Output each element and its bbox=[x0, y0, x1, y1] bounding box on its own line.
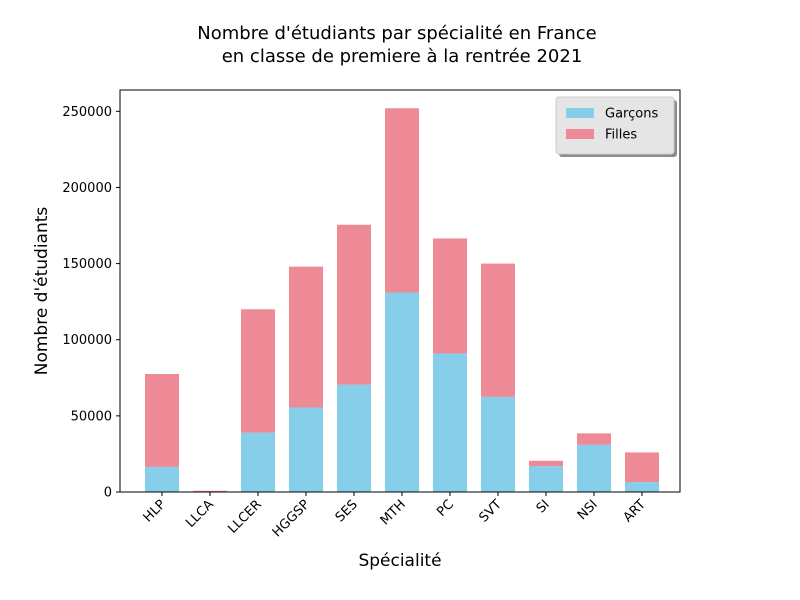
bar-filles-llca bbox=[193, 490, 227, 492]
bar-filles-svt bbox=[481, 263, 515, 397]
y-tick-label: 200000 bbox=[62, 181, 112, 196]
y-tick-label: 50000 bbox=[71, 409, 112, 424]
bar-filles-si bbox=[529, 460, 563, 467]
legend: Garçons Filles bbox=[555, 96, 677, 157]
x-tick-label-mth: MTH bbox=[378, 497, 409, 528]
plot-frame bbox=[119, 89, 681, 493]
bar-filles-mth bbox=[385, 108, 419, 293]
x-tick-label-svt: SVT bbox=[476, 497, 504, 525]
x-axis: HLP LLCA LLCER HGGSP SES MTH PC SVT SI NSI ART bbox=[141, 492, 649, 540]
bar-filles-pc bbox=[433, 238, 467, 354]
bar-filles-hlp bbox=[145, 373, 179, 467]
plot-area bbox=[145, 108, 659, 492]
y-tick-label: 100000 bbox=[62, 333, 112, 348]
chart-title-line1: Nombre d'étudiants par spécialité en Fra… bbox=[197, 23, 596, 44]
x-tick-label-hggsp: HGGSP bbox=[270, 497, 313, 540]
x-tick-label-pc: PC bbox=[434, 497, 457, 520]
x-axis-label: Spécialité bbox=[358, 551, 441, 571]
bar-filles-nsi bbox=[577, 433, 611, 445]
bar-garcons-art bbox=[625, 482, 659, 492]
bar-filles-art bbox=[625, 452, 659, 483]
legend-swatch bbox=[566, 108, 594, 118]
x-tick-label-art: ART bbox=[621, 497, 649, 525]
bar-garcons-llcer bbox=[241, 432, 275, 492]
x-tick-label-llcer: LLCER bbox=[225, 497, 264, 536]
bar-filles-hggsp bbox=[289, 266, 323, 408]
x-tick-label-si: SI bbox=[534, 497, 553, 516]
y-axis: 0 50000 100000 150000 200000 250000 bbox=[62, 105, 120, 501]
legend-swatch bbox=[566, 129, 594, 139]
x-tick-label-nsi: NSI bbox=[575, 497, 601, 523]
y-tick-label: 0 bbox=[104, 486, 112, 501]
legend-label: Garçons bbox=[605, 107, 658, 122]
bar-garcons-pc bbox=[433, 353, 467, 492]
bar-garcons-hlp bbox=[145, 466, 179, 492]
bar-garcons-svt bbox=[481, 396, 515, 492]
x-tick-label-hlp: HLP bbox=[141, 497, 169, 525]
bar-filles-llcer bbox=[241, 309, 275, 433]
y-axis-label: Nombre d'étudiants bbox=[32, 207, 52, 376]
x-tick-label-ses: SES bbox=[333, 497, 361, 525]
x-tick-label-llca: LLCA bbox=[183, 497, 217, 531]
bar-garcons-si bbox=[529, 466, 563, 492]
bar-garcons-hggsp bbox=[289, 407, 323, 492]
bar-garcons-mth bbox=[385, 292, 419, 492]
legend-label: Filles bbox=[605, 128, 637, 143]
y-tick-label: 150000 bbox=[62, 257, 112, 272]
y-tick-label: 250000 bbox=[62, 105, 112, 120]
bar-garcons-nsi bbox=[577, 444, 611, 492]
chart-title-line2: en classe de premiere à la rentrée 2021 bbox=[222, 46, 583, 67]
bar-garcons-ses bbox=[337, 384, 371, 492]
bar-filles-ses bbox=[337, 224, 371, 385]
